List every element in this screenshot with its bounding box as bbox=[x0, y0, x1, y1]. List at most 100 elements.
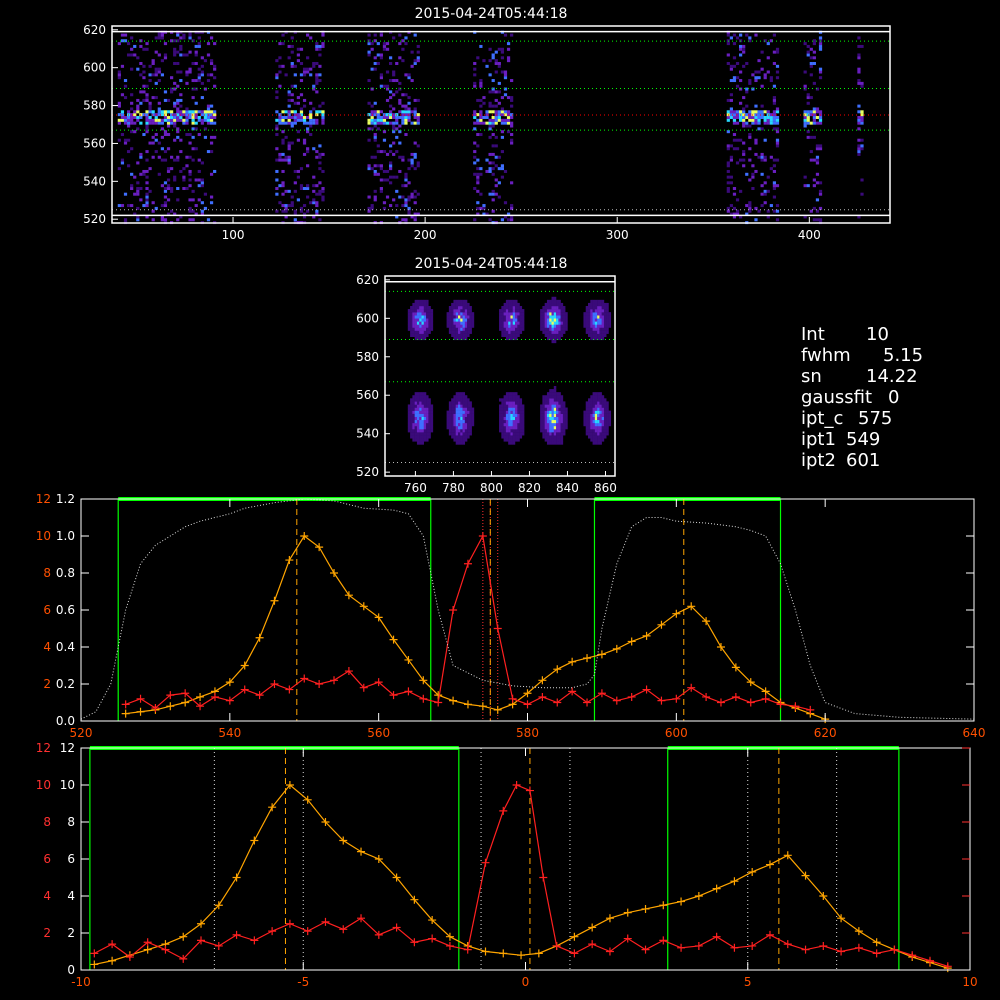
heatmap-cell bbox=[318, 47, 322, 51]
heatmap-cell bbox=[592, 330, 596, 334]
heatmap-cell bbox=[542, 413, 545, 417]
heatmap-cell bbox=[503, 312, 507, 316]
y-tick-label-orange: 12 bbox=[36, 492, 51, 506]
heatmap-cell bbox=[594, 419, 598, 424]
heatmap-cell bbox=[423, 395, 427, 399]
heatmap-cell bbox=[464, 426, 468, 430]
heatmap-cell bbox=[395, 204, 399, 208]
heatmap-cell bbox=[590, 302, 593, 307]
heatmap-cell bbox=[426, 302, 429, 307]
heatmap-cell bbox=[494, 155, 498, 159]
heatmap-cell bbox=[512, 302, 516, 307]
heatmap-cell bbox=[428, 413, 431, 417]
heatmap-cell bbox=[508, 324, 511, 328]
heatmap-cell bbox=[560, 327, 564, 331]
heatmap-cell bbox=[560, 318, 564, 322]
heatmap-cell bbox=[413, 113, 417, 117]
heatmap-cell bbox=[312, 107, 316, 111]
heatmap-cell bbox=[594, 401, 598, 405]
heatmap-cell bbox=[151, 121, 155, 125]
heatmap-cell bbox=[379, 150, 383, 154]
heatmap-cell bbox=[546, 299, 550, 304]
heatmap-cell bbox=[508, 312, 511, 316]
heatmap-cell bbox=[462, 333, 466, 337]
heatmap-cell bbox=[512, 413, 516, 417]
heatmap-cell bbox=[512, 441, 516, 445]
heatmap-cell bbox=[398, 101, 402, 105]
series-point-1 bbox=[90, 949, 99, 958]
heatmap-cell bbox=[815, 198, 820, 202]
heatmap-cell bbox=[471, 324, 475, 328]
heatmap-cell bbox=[136, 107, 140, 111]
heatmap-cell bbox=[379, 56, 383, 60]
heatmap-cell bbox=[416, 309, 420, 313]
series-point-0 bbox=[136, 707, 145, 716]
heatmap-cell bbox=[544, 324, 548, 328]
info-fwhm-value: 5.15 bbox=[883, 345, 923, 366]
heatmap-cell bbox=[597, 416, 600, 421]
series-point-1 bbox=[908, 951, 917, 960]
heatmap-cell bbox=[157, 121, 161, 125]
heatmap-cell bbox=[154, 121, 158, 125]
series-point-1 bbox=[890, 945, 899, 954]
heatmap-cell bbox=[173, 39, 177, 43]
heatmap-cell bbox=[419, 407, 422, 411]
heatmap-cell bbox=[182, 118, 186, 122]
heatmap-cell bbox=[275, 192, 279, 196]
heatmap-cell bbox=[860, 138, 864, 142]
heatmap-cell bbox=[565, 321, 568, 325]
heatmap-cell bbox=[293, 84, 297, 88]
heatmap-cell bbox=[544, 395, 548, 399]
heatmap-cell bbox=[512, 422, 516, 427]
y-tick-label: 580 bbox=[83, 99, 106, 113]
heatmap-cell bbox=[185, 133, 189, 137]
series-point-0 bbox=[268, 803, 277, 812]
heatmap-cell bbox=[510, 133, 514, 137]
heatmap-cell bbox=[544, 302, 548, 307]
heatmap-cell bbox=[321, 189, 325, 193]
heatmap-cell bbox=[206, 107, 211, 111]
heatmap-cell bbox=[503, 93, 508, 97]
heatmap-cell bbox=[542, 309, 545, 313]
heatmap-cell bbox=[281, 138, 285, 142]
heatmap-cell bbox=[421, 404, 424, 408]
heatmap-cell bbox=[553, 422, 557, 427]
heatmap-cell bbox=[473, 113, 477, 117]
heatmap-cell bbox=[544, 407, 548, 411]
heatmap-cell bbox=[508, 299, 511, 304]
heatmap-cell bbox=[482, 206, 486, 210]
heatmap-cell bbox=[154, 73, 158, 77]
heatmap-cell bbox=[766, 189, 770, 193]
heatmap-cell bbox=[549, 330, 552, 334]
heatmap-cell bbox=[606, 302, 609, 307]
heatmap-cell bbox=[123, 218, 128, 222]
heatmap-cell bbox=[606, 432, 609, 436]
heatmap-cell bbox=[126, 121, 131, 125]
heatmap-cell bbox=[451, 404, 454, 408]
heatmap-cell bbox=[857, 215, 861, 219]
heatmap-cell bbox=[482, 96, 486, 100]
heatmap-cell bbox=[410, 50, 414, 54]
heatmap-cell bbox=[739, 110, 743, 114]
heatmap-cell bbox=[488, 73, 492, 77]
heatmap-cell bbox=[182, 113, 186, 117]
heatmap-cell bbox=[766, 121, 770, 125]
heatmap-cell bbox=[763, 138, 767, 142]
heatmap-cell bbox=[546, 321, 550, 325]
heatmap-cell bbox=[473, 121, 477, 125]
heatmap-cell bbox=[583, 318, 586, 322]
heatmap-cell bbox=[551, 302, 555, 307]
heatmap-cell bbox=[726, 98, 730, 102]
heatmap-cell bbox=[739, 70, 743, 74]
heatmap-cell bbox=[857, 53, 861, 57]
heatmap-cell bbox=[742, 113, 746, 117]
heatmap-cell bbox=[494, 115, 498, 119]
heatmap-cell bbox=[503, 201, 508, 205]
heatmap-cell bbox=[145, 42, 149, 46]
heatmap-cell bbox=[510, 113, 514, 117]
heatmap-cell bbox=[428, 429, 431, 433]
heatmap-cell bbox=[163, 133, 168, 137]
heatmap-cell bbox=[556, 318, 559, 322]
heatmap-cell bbox=[544, 429, 548, 433]
heatmap-cell bbox=[410, 215, 414, 219]
